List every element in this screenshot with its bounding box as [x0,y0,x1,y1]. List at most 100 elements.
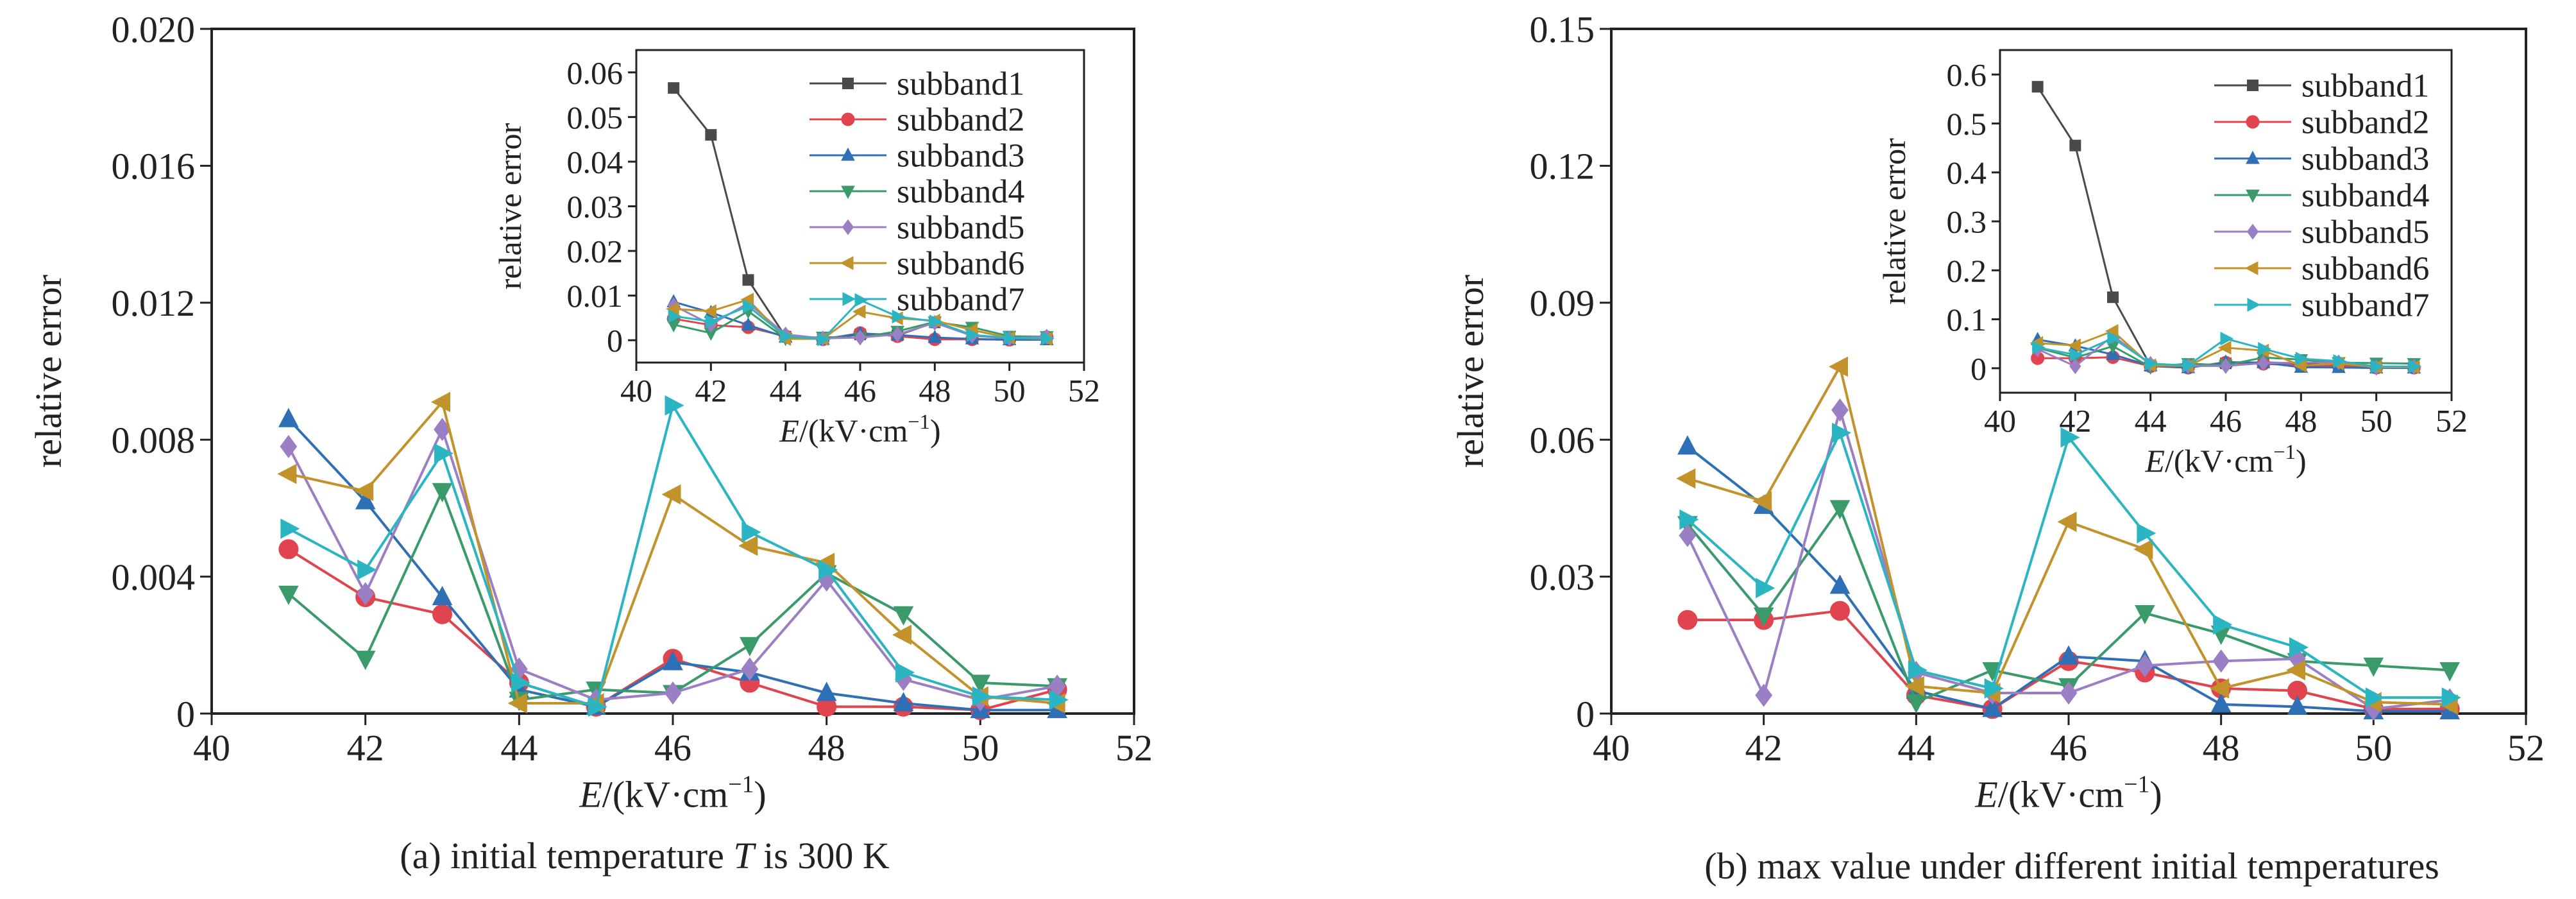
data-point [507,693,527,714]
data-point [741,522,761,543]
data-point [705,314,719,329]
data-point [2137,523,2157,544]
x-label-unit: /(kV·cm [1998,774,2124,816]
data-point [2213,614,2233,635]
y-tick-label: 0.12 [1530,146,1595,187]
legend-marker [841,112,855,126]
data-point [664,681,682,705]
data-point [854,329,867,346]
y-tick-label: 0.1 [1947,302,1987,338]
y-tick-label: 0.09 [1530,282,1595,324]
data-point [972,686,992,707]
x-label-var: E [579,774,602,816]
data-point [665,395,684,416]
data-point [434,443,454,464]
data-point [1752,491,1772,512]
x-tick-label: 46 [2210,403,2242,439]
legend-label: subband6 [2301,251,2429,287]
x-tick-label: 40 [1984,403,2016,439]
legend-marker [2244,261,2258,275]
x-tick-label: 52 [1068,373,1100,409]
legend-label: subband3 [897,138,1024,175]
series-subband4 [278,483,1067,712]
x-label-sup: −1 [908,411,930,434]
data-point [1679,509,1699,530]
chart-a-inset: 40 42 44 46 48 50 52 0 0.01 0.02 0.03 0.04 0.05 0.06 r… [492,49,1100,449]
x-tick-label: 42 [1745,727,1783,769]
data-point [663,651,683,671]
legend-marker [841,147,855,161]
data-point [2133,539,2153,560]
chart-b-inset: 40 42 44 46 48 50 52 0 0.1 0.2 0.3 0.4 0.5 0.6 relativ… [1876,49,2468,479]
y-tick-label: 0 [176,693,195,735]
data-point [1984,678,2004,699]
legend-item: subband7 [2214,287,2429,324]
data-point [1982,698,2003,717]
data-point [2067,338,2081,353]
legend-marker [2246,189,2260,203]
legend-marker [842,292,856,306]
data-point [432,586,453,606]
data-point [2287,695,2308,715]
x-tick-label: 42 [695,373,727,409]
x-tick-label: 46 [654,727,691,769]
legend-item: subband6 [809,246,1024,282]
y-tick-label: 0.004 [112,556,196,598]
data-point [2363,657,2384,677]
data-point [1755,683,1773,707]
legend-label: subband3 [2301,141,2429,178]
x-label-var: E [1974,774,1997,816]
data-point [2107,291,2119,304]
x-tick-label: 48 [2285,403,2317,439]
x-axis-label: E/(kV·cm−1) [579,771,766,815]
data-point [705,129,717,141]
y-tick-label: 0.05 [567,99,623,135]
data-point [929,314,943,329]
data-point [277,463,297,484]
data-point [893,606,914,626]
x-axis-label: E/(kV·cm−1) [2144,441,2306,479]
data-point [817,332,831,347]
data-point [1908,660,1928,681]
x-tick-label: 52 [1115,727,1153,769]
y-tick-label: 0.15 [1530,8,1595,50]
caption-panel-b: (b) max value under different initial te… [1704,844,2439,887]
x-label-close: ) [2149,774,2162,816]
y-tick-label: 0.008 [112,420,196,461]
data-point [970,674,991,694]
data-point [280,518,300,539]
data-point [1829,574,1851,594]
x-tick-label: 44 [2135,403,2167,439]
data-point [1049,689,1069,710]
x-tick-label: 52 [2507,727,2545,769]
data-point [1904,676,1924,697]
data-point [2219,358,2232,374]
x-label-var: E [2144,443,2165,479]
data-point [1677,610,1698,630]
legend-label: subband5 [897,210,1024,246]
data-point [818,560,838,580]
y-tick-label: 0 [607,323,623,359]
data-point [2145,356,2158,371]
legend-marker [2247,298,2261,312]
legend-marker [842,78,854,89]
series-subband5 [280,418,1066,712]
data-point [278,407,299,427]
data-point [661,484,681,505]
x-tick-label: 44 [770,373,802,409]
chart-b-main: 40 42 44 46 48 50 52 0 0.03 0.06 0.09 0.12 0.15 relat… [1450,8,2545,815]
data-point [1004,330,1017,345]
data-point [668,309,682,323]
data-point [892,309,906,324]
legend-label: subband1 [897,66,1024,103]
data-point [2210,693,2232,713]
legend-marker [2246,115,2260,129]
legend-item: subband1 [809,66,1024,103]
data-point [355,490,376,509]
legend-item: subband2 [2214,105,2429,141]
data-point [2136,654,2154,678]
data-point [2285,660,2305,681]
data-point [355,651,376,671]
y-tick-label: 0.03 [1530,556,1595,598]
